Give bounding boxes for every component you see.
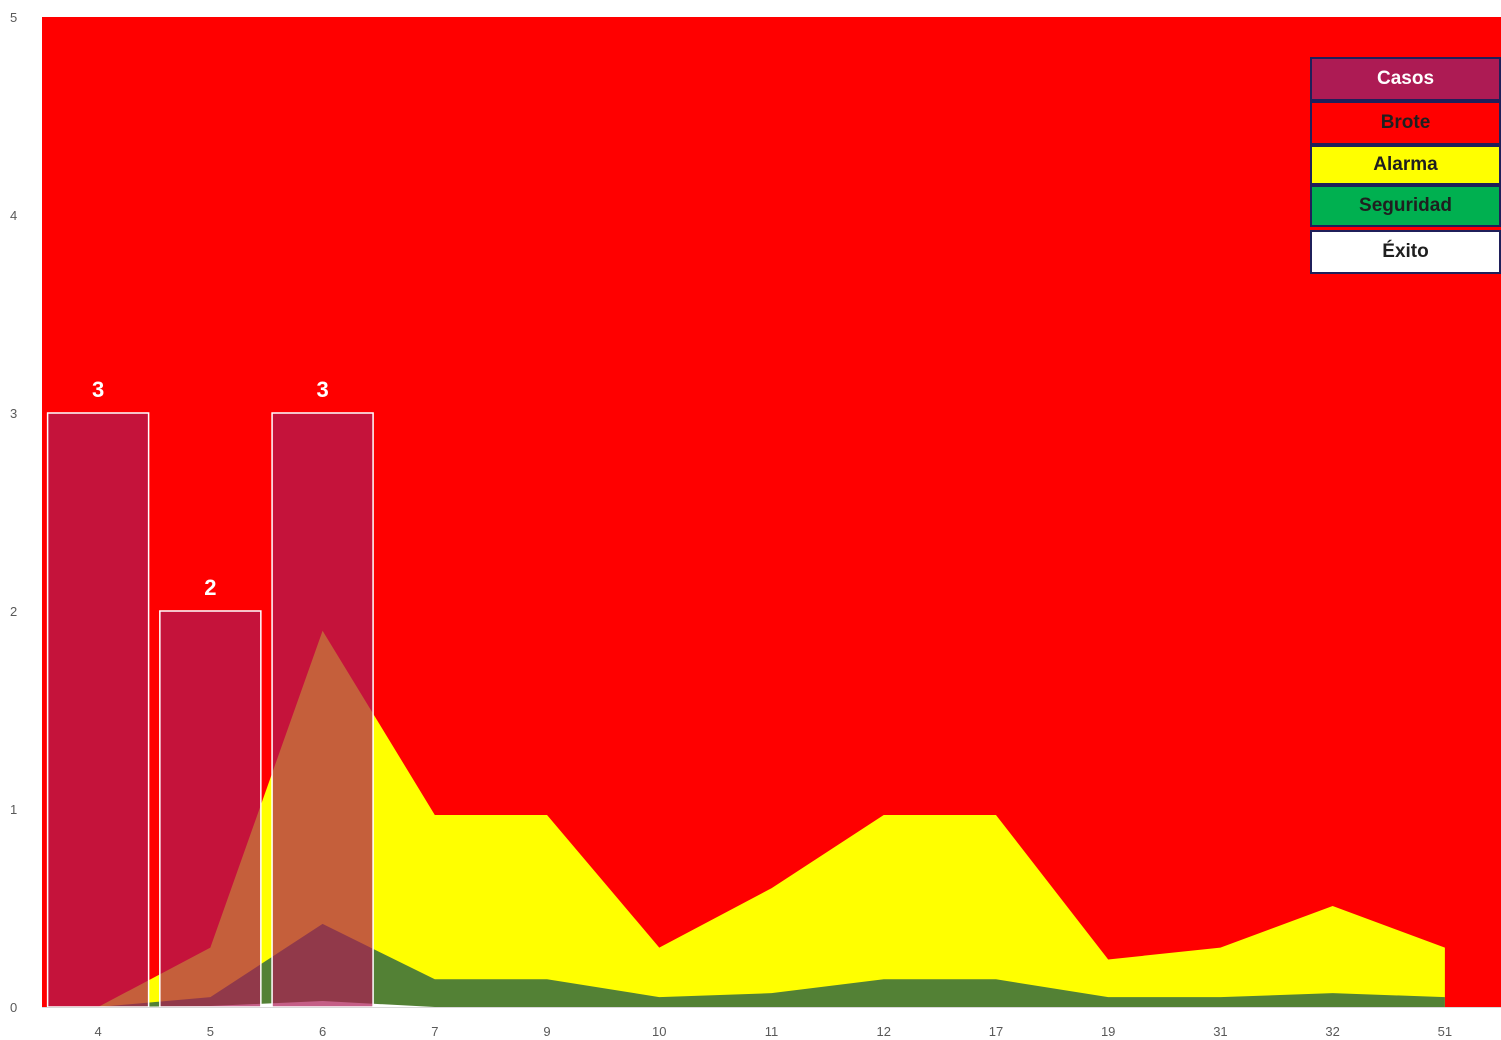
x-tick-label: 5 bbox=[207, 1024, 214, 1039]
x-tick-label: 19 bbox=[1101, 1024, 1115, 1039]
data-label: 3 bbox=[316, 377, 328, 402]
y-axis: 0 1 2 3 4 5 bbox=[10, 10, 17, 1015]
legend-item-alarma: Alarma bbox=[1310, 145, 1501, 185]
y-tick-label: 0 bbox=[10, 1000, 17, 1015]
legend: Casos Brote Alarma Seguridad Éxito bbox=[1310, 57, 1501, 274]
x-tick-label: 17 bbox=[989, 1024, 1003, 1039]
legend-item-seguridad: Seguridad bbox=[1310, 185, 1501, 227]
x-tick-label: 10 bbox=[652, 1024, 666, 1039]
legend-item-exito: Éxito bbox=[1310, 230, 1501, 274]
y-tick-label: 5 bbox=[10, 10, 17, 25]
x-tick-label: 11 bbox=[765, 1024, 779, 1039]
bar-casos-6 bbox=[271, 412, 374, 1008]
x-tick-label: 31 bbox=[1213, 1024, 1227, 1039]
x-axis: 4 5 6 7 9 10 11 12 17 19 31 32 51 bbox=[42, 1007, 1501, 1039]
data-label: 2 bbox=[204, 575, 216, 600]
data-labels: 3 2 3 bbox=[92, 377, 329, 600]
y-tick-label: 1 bbox=[10, 802, 17, 817]
bar-casos-4 bbox=[46, 412, 150, 1008]
x-tick-label: 4 bbox=[94, 1024, 101, 1039]
x-tick-label: 51 bbox=[1438, 1024, 1452, 1039]
x-tick-label: 9 bbox=[543, 1024, 550, 1039]
legend-item-casos: Casos bbox=[1310, 57, 1501, 101]
area-brote bbox=[42, 17, 1501, 1007]
data-label: 3 bbox=[92, 377, 104, 402]
x-tick-label: 12 bbox=[876, 1024, 890, 1039]
y-tick-label: 4 bbox=[10, 208, 17, 223]
y-tick-label: 2 bbox=[10, 604, 17, 619]
area-seguridad bbox=[98, 923, 1445, 1007]
y-tick-label: 3 bbox=[10, 406, 17, 421]
bar-layer bbox=[46, 412, 374, 1008]
legend-item-brote: Brote bbox=[1310, 101, 1501, 145]
x-tick-label: 6 bbox=[319, 1024, 326, 1039]
area-alarma bbox=[98, 630, 1445, 1007]
x-tick-label: 32 bbox=[1325, 1024, 1339, 1039]
x-tick-label: 7 bbox=[431, 1024, 438, 1039]
bar-casos-5 bbox=[159, 610, 262, 1008]
